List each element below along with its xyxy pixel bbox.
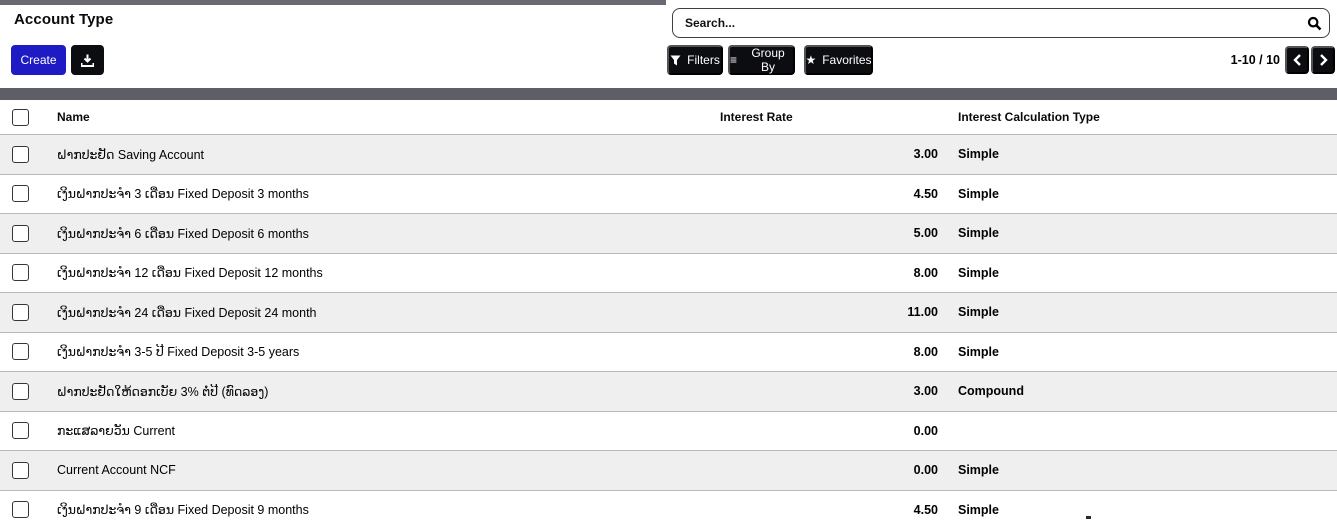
page-title: Account Type bbox=[14, 11, 114, 28]
row-interest-rate: 4.50 bbox=[913, 186, 938, 201]
table-row[interactable]: ເງິນຝາກປະຈຳ 3-5 ປີ Fixed Deposit 3-5 yea… bbox=[0, 332, 1337, 372]
row-interest-calculation-type: Simple bbox=[958, 463, 999, 478]
row-interest-calculation-type: Simple bbox=[958, 226, 999, 241]
group-by-button-label: Group By bbox=[751, 46, 785, 74]
row-name: ເງິນຝາກປະຈຳ 9 ເດືອນ Fixed Deposit 9 mont… bbox=[57, 503, 309, 518]
filters-button[interactable]: Filters bbox=[667, 45, 723, 75]
row-name: ເງິນຝາກປະຈຳ 3 ເດືອນ Fixed Deposit 3 mont… bbox=[57, 187, 309, 202]
section-divider bbox=[0, 88, 1337, 100]
row-name: ເງິນຝາກປະຈຳ 6 ເດືອນ Fixed Deposit 6 mont… bbox=[57, 226, 309, 241]
column-header-interest-rate[interactable]: Interest Rate bbox=[720, 110, 793, 124]
chevron-right-icon bbox=[1319, 54, 1328, 66]
search-icon[interactable] bbox=[1299, 9, 1329, 37]
row-checkbox[interactable] bbox=[12, 422, 29, 440]
row-interest-calculation-type: Simple bbox=[958, 305, 999, 320]
table-row[interactable]: ຝາກປະຢັດໃຫ້ດອກເບັຍ 3% ຕໍ່ປີ (ທົດລອງ) 3.0… bbox=[0, 372, 1337, 412]
table-body: ຝາກປະຢັດ Saving Account 3.00 Simple ເງິນ… bbox=[0, 135, 1337, 526]
select-all-checkbox[interactable] bbox=[12, 108, 29, 126]
column-header-interest-calculation-type[interactable]: Interest Calculation Type bbox=[958, 110, 1100, 124]
table-row[interactable]: ເງິນຝາກປະຈຳ 6 ເດືອນ Fixed Deposit 6 mont… bbox=[0, 214, 1337, 254]
row-interest-rate: 3.00 bbox=[913, 147, 938, 162]
top-bar-remnant bbox=[0, 0, 666, 5]
favorites-button-label: Favorites bbox=[822, 53, 872, 67]
row-name: Current Account NCF bbox=[57, 463, 176, 478]
search-bar bbox=[672, 8, 1330, 38]
mouse-cursor-artifact bbox=[1086, 516, 1091, 519]
pager-range: 1-10 / 10 bbox=[1230, 53, 1280, 67]
row-interest-rate: 0.00 bbox=[913, 423, 938, 438]
row-checkbox[interactable] bbox=[12, 382, 29, 400]
row-checkbox[interactable] bbox=[12, 501, 29, 519]
row-checkbox[interactable] bbox=[12, 145, 29, 163]
row-interest-calculation-type: Simple bbox=[958, 344, 999, 359]
pager-next-button[interactable] bbox=[1311, 46, 1335, 74]
row-interest-calculation-type: Simple bbox=[958, 147, 999, 162]
row-checkbox[interactable] bbox=[12, 343, 29, 361]
row-interest-rate: 0.00 bbox=[913, 463, 938, 478]
filters-button-label: Filters bbox=[687, 53, 720, 67]
filter-icon bbox=[670, 55, 681, 66]
row-interest-calculation-type: Simple bbox=[958, 265, 999, 280]
pager-previous-button[interactable] bbox=[1285, 46, 1309, 74]
row-name: ຝາກປະຢັດໃຫ້ດອກເບັຍ 3% ຕໍ່ປີ (ທົດລອງ) bbox=[57, 384, 269, 399]
row-name: ເງິນຝາກປະຈຳ 24 ເດືອນ Fixed Deposit 24 mo… bbox=[57, 305, 317, 320]
chevron-left-icon bbox=[1292, 54, 1302, 66]
search-input[interactable] bbox=[673, 16, 1299, 30]
row-checkbox[interactable] bbox=[12, 303, 29, 321]
table-row[interactable]: ເງິນຝາກປະຈຳ 3 ເດືອນ Fixed Deposit 3 mont… bbox=[0, 174, 1337, 214]
row-checkbox[interactable] bbox=[12, 461, 29, 479]
column-header-name[interactable]: Name bbox=[57, 110, 90, 124]
table-row[interactable]: ກະແສລາຍວັນ Current 0.00 bbox=[0, 411, 1337, 451]
row-interest-calculation-type: Simple bbox=[958, 186, 999, 201]
row-name: ເງິນຝາກປະຈຳ 12 ເດືອນ Fixed Deposit 12 mo… bbox=[57, 266, 323, 281]
row-interest-rate: 8.00 bbox=[913, 265, 938, 280]
row-interest-rate: 5.00 bbox=[913, 226, 938, 241]
row-name: ກະແສລາຍວັນ Current bbox=[57, 424, 176, 439]
favorites-button[interactable]: ★ Favorites bbox=[804, 45, 873, 75]
table-row[interactable]: ເງິນຝາກປະຈຳ 12 ເດືອນ Fixed Deposit 12 mo… bbox=[0, 253, 1337, 293]
star-icon: ★ bbox=[805, 53, 817, 67]
row-checkbox[interactable] bbox=[12, 224, 29, 242]
table-row[interactable]: Current Account NCF 0.00 Simple bbox=[0, 451, 1337, 491]
create-button[interactable]: Create bbox=[11, 45, 66, 75]
row-checkbox[interactable] bbox=[12, 185, 29, 203]
row-name: ຝາກປະຢັດ Saving Account bbox=[57, 147, 205, 162]
row-checkbox[interactable] bbox=[12, 264, 29, 282]
row-interest-rate: 11.00 bbox=[907, 305, 938, 320]
row-interest-rate: 8.00 bbox=[913, 344, 938, 359]
table-header-row: Name Interest Rate Interest Calculation … bbox=[0, 100, 1337, 135]
table-row[interactable]: ເງິນຝາກປະຈຳ 24 ເດືອນ Fixed Deposit 24 mo… bbox=[0, 293, 1337, 333]
group-by-icon: ≡ bbox=[730, 53, 738, 67]
row-interest-rate: 4.50 bbox=[913, 502, 938, 517]
download-icon bbox=[81, 54, 94, 67]
row-interest-calculation-type: Compound bbox=[958, 384, 1024, 399]
records-table: Name Interest Rate Interest Calculation … bbox=[0, 100, 1337, 526]
table-row[interactable]: ເງິນຝາກປະຈຳ 9 ເດືອນ Fixed Deposit 9 mont… bbox=[0, 490, 1337, 526]
row-name: ເງິນຝາກປະຈຳ 3-5 ປີ Fixed Deposit 3-5 yea… bbox=[57, 345, 300, 360]
export-button[interactable] bbox=[71, 45, 104, 75]
row-interest-calculation-type: Simple bbox=[958, 502, 999, 517]
group-by-button[interactable]: ≡ Group By bbox=[728, 45, 795, 75]
table-row[interactable]: ຝາກປະຢັດ Saving Account 3.00 Simple bbox=[0, 135, 1337, 175]
row-interest-rate: 3.00 bbox=[913, 384, 938, 399]
